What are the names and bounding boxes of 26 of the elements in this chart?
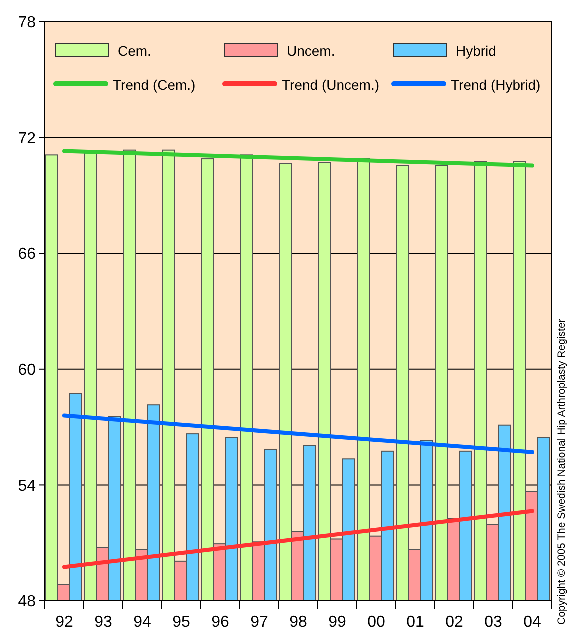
y-tick-label: 78 [18, 14, 36, 32]
x-tick-label: 00 [368, 614, 386, 631]
legend-label: Uncem. [287, 42, 336, 59]
x-tick-label: 04 [524, 614, 542, 631]
legend-label: Hybrid [456, 42, 496, 59]
x-tick-label: 96 [212, 614, 230, 631]
legend-label: Trend (Uncem.) [282, 76, 380, 93]
y-tick-label: 48 [18, 594, 36, 611]
x-tick-label: 03 [484, 614, 502, 631]
x-tick-label: 99 [328, 614, 346, 631]
x-tick-label: 92 [56, 614, 74, 631]
x-tick-label: 02 [446, 614, 464, 631]
y-tick-label: 72 [18, 130, 36, 148]
y-tick-label: 60 [18, 362, 36, 379]
x-tick-label: 98 [290, 614, 308, 631]
legend-label: Cem. [118, 42, 152, 59]
x-tick-label: 97 [250, 614, 268, 631]
legend-label: Trend (Hybrid) [451, 76, 541, 93]
x-tick-label: 94 [134, 614, 152, 631]
y-tick-label: 66 [18, 246, 36, 264]
x-tick-label: 95 [172, 614, 190, 631]
x-tick-label: 01 [406, 614, 424, 631]
text: Copyright © 2005 The Swedish National Hip Arthroplasty Register [556, 318, 568, 625]
y-tick-label: 54 [18, 478, 36, 495]
x-tick-label: 93 [94, 614, 112, 631]
legend-label: Trend (Cem.) [113, 76, 196, 93]
